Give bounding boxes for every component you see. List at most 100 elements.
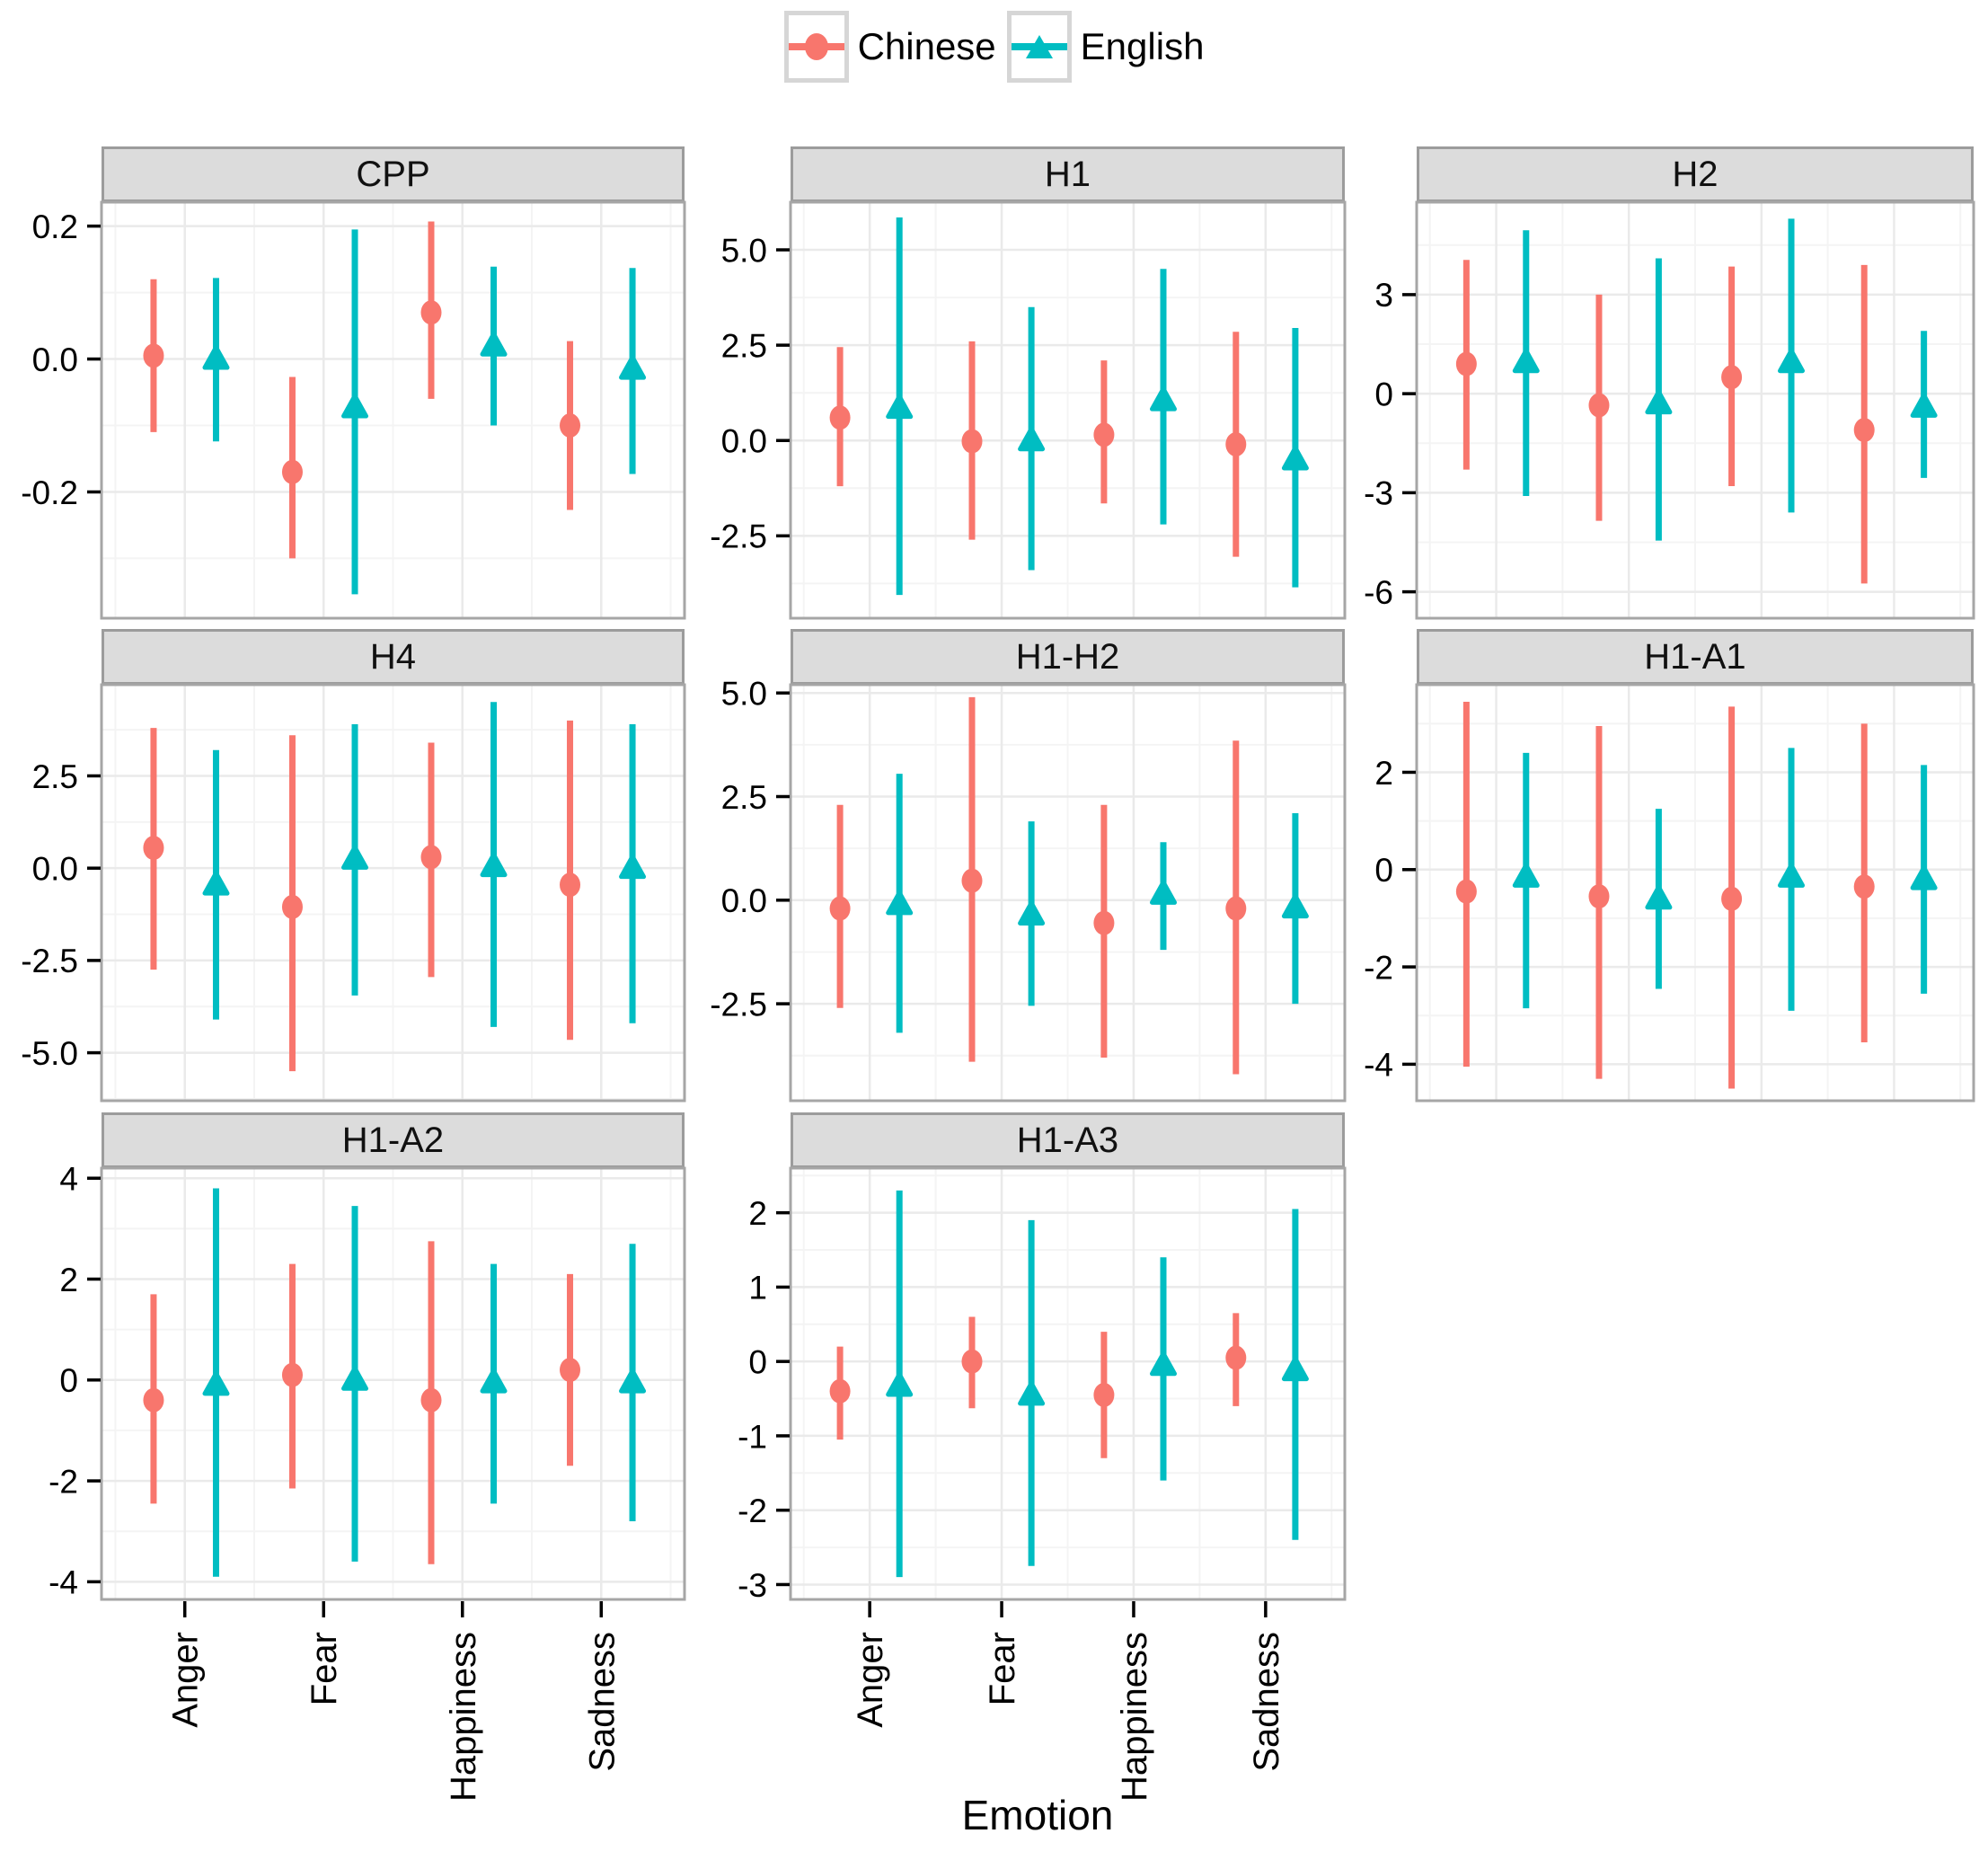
panel-h2: H2 3 0 -3 -6 <box>1300 146 1975 620</box>
y-tick-label: -6 <box>1364 574 1393 611</box>
y-tick-label: 0.2 <box>32 208 78 245</box>
pointrange-chinese-happiness <box>1721 706 1743 1089</box>
y-tick-label: 0.0 <box>721 882 767 919</box>
y-tick-label: -2 <box>1364 949 1393 986</box>
pointrange-english-fear <box>1645 809 1673 989</box>
facet-strip: H1 <box>791 146 1345 202</box>
y-tick-label: -3 <box>1364 475 1393 512</box>
legend-item-english: English <box>1006 11 1205 83</box>
pointrange-chinese-anger <box>1455 701 1477 1067</box>
pointrange-chinese-fear <box>281 376 303 559</box>
pointrange-chinese-sadness <box>1225 1313 1247 1406</box>
y-tick-label: 0 <box>1374 376 1393 412</box>
pointrange-chinese-sadness <box>1225 332 1247 557</box>
plot-area-cpp: 0.2 0.0 -0.2 <box>21 200 686 620</box>
pointrange-english-fear <box>341 1206 369 1562</box>
panel-cpp: CPP 0.2 0.0 -0.2 <box>0 146 686 620</box>
pointrange-english-anger <box>202 1188 230 1577</box>
pointrange-chinese-anger <box>829 1346 851 1440</box>
pointrange-english-sadness <box>619 1244 647 1521</box>
pointrange-chinese-sadness <box>1225 740 1247 1075</box>
y-tick-label: -1 <box>738 1418 767 1455</box>
pointrange-chinese-happiness <box>420 1241 442 1564</box>
x-tick-label-fear: Fear <box>983 1632 1022 1705</box>
pointrange-chinese-happiness <box>420 221 442 399</box>
panel-h1-a1: H1-A1 2 0 -2 -4 <box>1300 629 1975 1103</box>
x-tick-label-anger: Anger <box>166 1632 206 1728</box>
pointrange-english-fear <box>1018 306 1046 571</box>
panel-h1-a2: H1-A2 4 2 0 -2 -4 Anger Fear Happiness Sadness <box>0 1112 686 1869</box>
x-axis-h1-a3: Anger Fear Happiness Sadness <box>851 1601 1286 1802</box>
y-tick-label: -2 <box>49 1463 78 1500</box>
pointrange-english-anger <box>886 774 914 1033</box>
triangle-marker-icon <box>1025 35 1053 58</box>
pointrange-english-sadness <box>1910 331 1938 478</box>
y-tick-label: -3 <box>738 1567 767 1604</box>
pointrange-english-happiness <box>1778 218 1806 513</box>
y-tick-label: -2.5 <box>21 943 78 979</box>
pointrange-chinese-sadness <box>560 720 581 1041</box>
pointrange-chinese-happiness <box>1721 266 1743 487</box>
pointrange-english-happiness <box>480 702 508 1027</box>
pointrange-chinese-fear <box>1588 294 1610 521</box>
plot-area-h2: 3 0 -3 -6 <box>1364 200 1975 620</box>
x-tick-label-fear: Fear <box>305 1632 344 1705</box>
x-axis-title: Emotion <box>961 1792 1114 1838</box>
pointrange-english-fear <box>341 723 369 996</box>
x-tick-label-happiness: Happiness <box>444 1632 483 1802</box>
pointrange-english-happiness <box>480 1263 508 1504</box>
pointrange-chinese-anger <box>143 728 164 970</box>
pointrange-english-happiness <box>1150 1257 1178 1481</box>
pointrange-chinese-happiness <box>1093 360 1115 504</box>
pointrange-chinese-fear <box>961 341 983 540</box>
y-tick-label: 0.0 <box>32 851 78 888</box>
pointrange-english-anger <box>1512 752 1540 1009</box>
y-tick-label: 0.0 <box>32 341 78 378</box>
plot-area-h4: 2.5 0.0 -2.5 -5.0 <box>21 683 686 1103</box>
x-tick-label-anger: Anger <box>851 1632 890 1728</box>
pointrange-chinese-anger <box>829 347 851 487</box>
pointrange-english-anger <box>886 1190 914 1578</box>
y-tick-label: 2.5 <box>721 327 767 364</box>
panel-title: H1-A1 <box>1644 636 1746 677</box>
legend: Chinese English <box>0 11 1988 83</box>
panel-title: H1-H2 <box>1015 636 1120 677</box>
y-tick-label: 5.0 <box>721 676 767 713</box>
pointrange-chinese-sadness <box>1853 723 1875 1043</box>
x-tick-label-happiness: Happiness <box>1115 1632 1154 1802</box>
y-tick-label: -2.5 <box>710 986 767 1023</box>
legend-label-english: English <box>1080 25 1205 67</box>
y-tick-label: -4 <box>49 1564 78 1601</box>
pointrange-chinese-happiness <box>1093 804 1115 1059</box>
panel-title: H2 <box>1672 154 1719 194</box>
y-tick-label: -0.2 <box>21 474 78 511</box>
y-tick-label: 0 <box>1374 852 1393 889</box>
panel-title: H1-A3 <box>1016 1120 1119 1160</box>
y-tick-label: 0 <box>748 1343 767 1380</box>
x-axis-h1-a2: Anger Fear Happiness Sadness <box>166 1601 622 1802</box>
plot-area-h1: 5.0 2.5 0.0 -2.5 <box>710 200 1347 620</box>
y-tick-label: 3 <box>1374 277 1393 314</box>
pointrange-chinese-anger <box>829 804 851 1008</box>
pointrange-english-sadness <box>619 723 647 1023</box>
y-tick-label: 0 <box>59 1362 78 1399</box>
pointrange-chinese-fear <box>1588 726 1610 1079</box>
y-tick-label: -5.0 <box>21 1035 78 1072</box>
y-tick-label: 2.5 <box>32 758 78 795</box>
facet-strip: H2 <box>1417 146 1974 202</box>
pointrange-english-anger <box>202 749 230 1020</box>
pointrange-english-fear <box>1645 258 1673 541</box>
legend-item-chinese: Chinese <box>783 11 996 83</box>
pointrange-english-sadness <box>1281 328 1309 588</box>
y-tick-label: 5.0 <box>721 232 767 269</box>
pointrange-chinese-sadness <box>1853 264 1875 584</box>
pointrange-english-sadness <box>619 268 647 474</box>
y-tick-label: 2 <box>59 1262 78 1298</box>
facet-strip: H1-A3 <box>791 1112 1345 1168</box>
pointrange-english-sadness <box>1281 812 1309 1005</box>
y-tick-label: -4 <box>1364 1047 1393 1084</box>
y-tick-label: 2 <box>1374 755 1393 792</box>
y-tick-label: -2 <box>738 1493 767 1529</box>
pointrange-english-happiness <box>1150 269 1178 525</box>
